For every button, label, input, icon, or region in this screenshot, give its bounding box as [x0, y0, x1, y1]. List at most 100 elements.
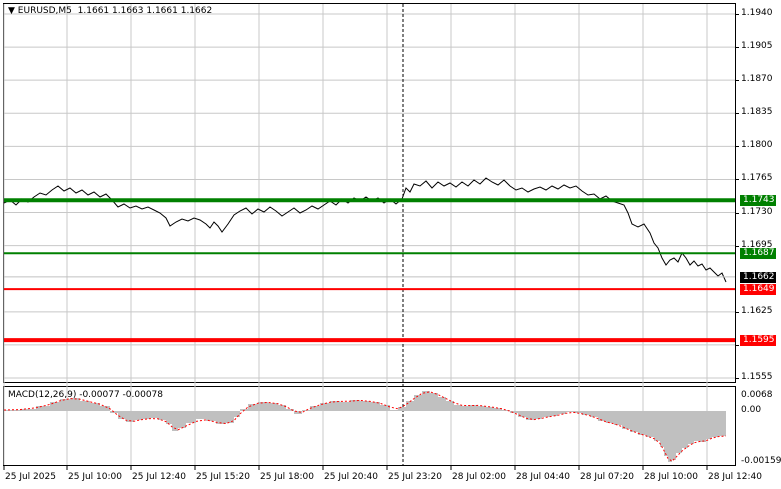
time-tick-label: 25 Jul 10:00: [68, 472, 122, 482]
macd-histogram-bar: [20, 409, 36, 411]
macd-histogram-bar: [694, 411, 700, 441]
macd-histogram-bar: [330, 401, 340, 411]
macd-histogram-bar: [310, 406, 320, 411]
macd-histogram-bar: [36, 406, 50, 411]
macd-histogram-bar: [422, 391, 430, 411]
symbol-label: EURUSD,M5: [17, 6, 72, 16]
macd-histogram-bar: [700, 411, 706, 442]
macd-histogram-bar: [50, 402, 60, 411]
price-tick-mark: [736, 47, 739, 49]
macd-histogram-bar: [454, 405, 462, 411]
macd-histogram-bar: [486, 407, 494, 411]
macd-title: MACD(12,26,9) -0.00077 -0.00078: [8, 390, 164, 400]
price-tick-mark: [736, 179, 739, 181]
macd-histogram-bar: [294, 411, 302, 414]
level-1687-price-tag: 1.1687: [740, 248, 776, 260]
time-tick-label: 28 Jul 12:40: [708, 472, 762, 482]
price-tick-mark: [736, 146, 739, 148]
macd-histogram-bar: [550, 411, 558, 416]
time-tick-label: 25 Jul 20:40: [324, 472, 378, 482]
ohlc-values: 1.1661 1.1663 1.1661 1.1662: [77, 6, 213, 16]
macd-histogram-bar: [668, 411, 672, 462]
macd-histogram-bar: [226, 411, 234, 423]
macd-histogram-bar: [518, 411, 526, 417]
menu-triangle-icon[interactable]: ▼: [8, 6, 15, 16]
macd-histogram-bar: [110, 411, 118, 413]
macd-histogram-bar: [414, 395, 422, 411]
macd-histogram-bar: [390, 410, 398, 411]
time-tick-label: 25 Jul 12:40: [132, 472, 186, 482]
macd-histogram-bar: [142, 411, 150, 419]
macd-signal-line: [3, 391, 727, 462]
macd-histogram-bar: [360, 401, 370, 411]
macd-histogram-bar: [172, 411, 178, 431]
macd-histogram-bar: [126, 411, 134, 422]
macd-histogram-bar: [248, 404, 258, 411]
price-chart-panel[interactable]: [3, 3, 736, 383]
support-1595-price-tag: 1.1595: [740, 335, 776, 347]
macd-histogram-bar: [268, 403, 278, 411]
macd-histogram-bar: [574, 411, 582, 413]
macd-histogram-bar: [340, 402, 350, 411]
price-tick-label: 1.1730: [741, 206, 773, 217]
macd-histogram-bar: [510, 411, 518, 413]
macd-histogram-bar: [370, 402, 380, 411]
macd-histogram-bar: [712, 411, 718, 437]
price-tick-mark: [736, 212, 739, 214]
macd-histogram-bar: [234, 411, 240, 417]
macd-histogram-bar: [582, 411, 590, 415]
price-tick-label: 1.1695: [741, 239, 773, 250]
macd-histogram-bar: [676, 411, 682, 453]
macd-histogram-bar: [462, 406, 470, 411]
price-tick-label: 1.1940: [741, 8, 773, 18]
price-tick-mark: [736, 113, 739, 115]
macd-histogram-bar: [654, 411, 660, 441]
macd-histogram-bar: [178, 411, 186, 428]
macd-histogram-bar: [258, 402, 268, 411]
macd-histogram-bar: [150, 411, 158, 418]
macd-histogram-bar: [646, 411, 654, 437]
macd-histogram-bar: [502, 410, 510, 411]
macd-histogram-bar: [70, 398, 80, 411]
time-tick-label: 28 Jul 04:40: [516, 472, 570, 482]
macd-histogram-bar: [430, 393, 438, 411]
macd-histogram-bar: [398, 407, 406, 411]
resistance-1743-price-tag: 1.1743: [740, 195, 776, 207]
macd-histogram-bar: [688, 411, 694, 444]
time-tick-label: 25 Jul 23:20: [388, 472, 442, 482]
macd-histogram-bar: [286, 409, 294, 411]
macd-histogram-bar: [4, 410, 20, 411]
macd-histogram-bar: [638, 411, 646, 435]
macd-histogram-bar: [216, 411, 226, 424]
macd-histogram-bar: [320, 403, 330, 411]
macd-tick-label: -0.00159: [741, 456, 781, 466]
macd-histogram-bar: [380, 405, 390, 411]
price-tick-mark: [736, 14, 739, 15]
macd-panel[interactable]: [3, 386, 736, 466]
macd-histogram-bar: [446, 401, 454, 411]
macd-tick-label: 0.00: [741, 405, 762, 415]
price-tick-mark: [736, 311, 739, 313]
macd-histogram-bar: [622, 411, 630, 429]
macd-histogram-bar: [100, 406, 110, 411]
price-tick-mark: [736, 245, 739, 247]
macd-histogram-bar: [598, 411, 606, 421]
price-tick-mark: [736, 344, 739, 346]
price-tick-label: 1.1555: [741, 372, 773, 382]
price-tick-label: 1.1835: [741, 107, 773, 118]
macd-histogram-bar: [590, 411, 598, 417]
macd-histogram-bar: [196, 411, 206, 419]
price-series-line: [3, 177, 727, 283]
price-tick-label: 1.1870: [741, 74, 773, 85]
macd-histogram-bar: [438, 397, 446, 411]
macd-histogram-bar: [478, 406, 486, 411]
time-tick-label: 25 Jul 2025: [5, 472, 56, 482]
macd-histogram-bar: [90, 403, 100, 411]
macd-histogram-bar: [158, 411, 166, 420]
macd-histogram-bar: [206, 411, 216, 421]
macd-histogram-bar: [534, 411, 542, 419]
macd-histogram-bar: [470, 405, 478, 411]
time-tick-label: 28 Jul 07:20: [580, 472, 634, 482]
time-tick-label: 25 Jul 18:00: [260, 472, 314, 482]
macd-histogram-bar: [134, 411, 142, 420]
